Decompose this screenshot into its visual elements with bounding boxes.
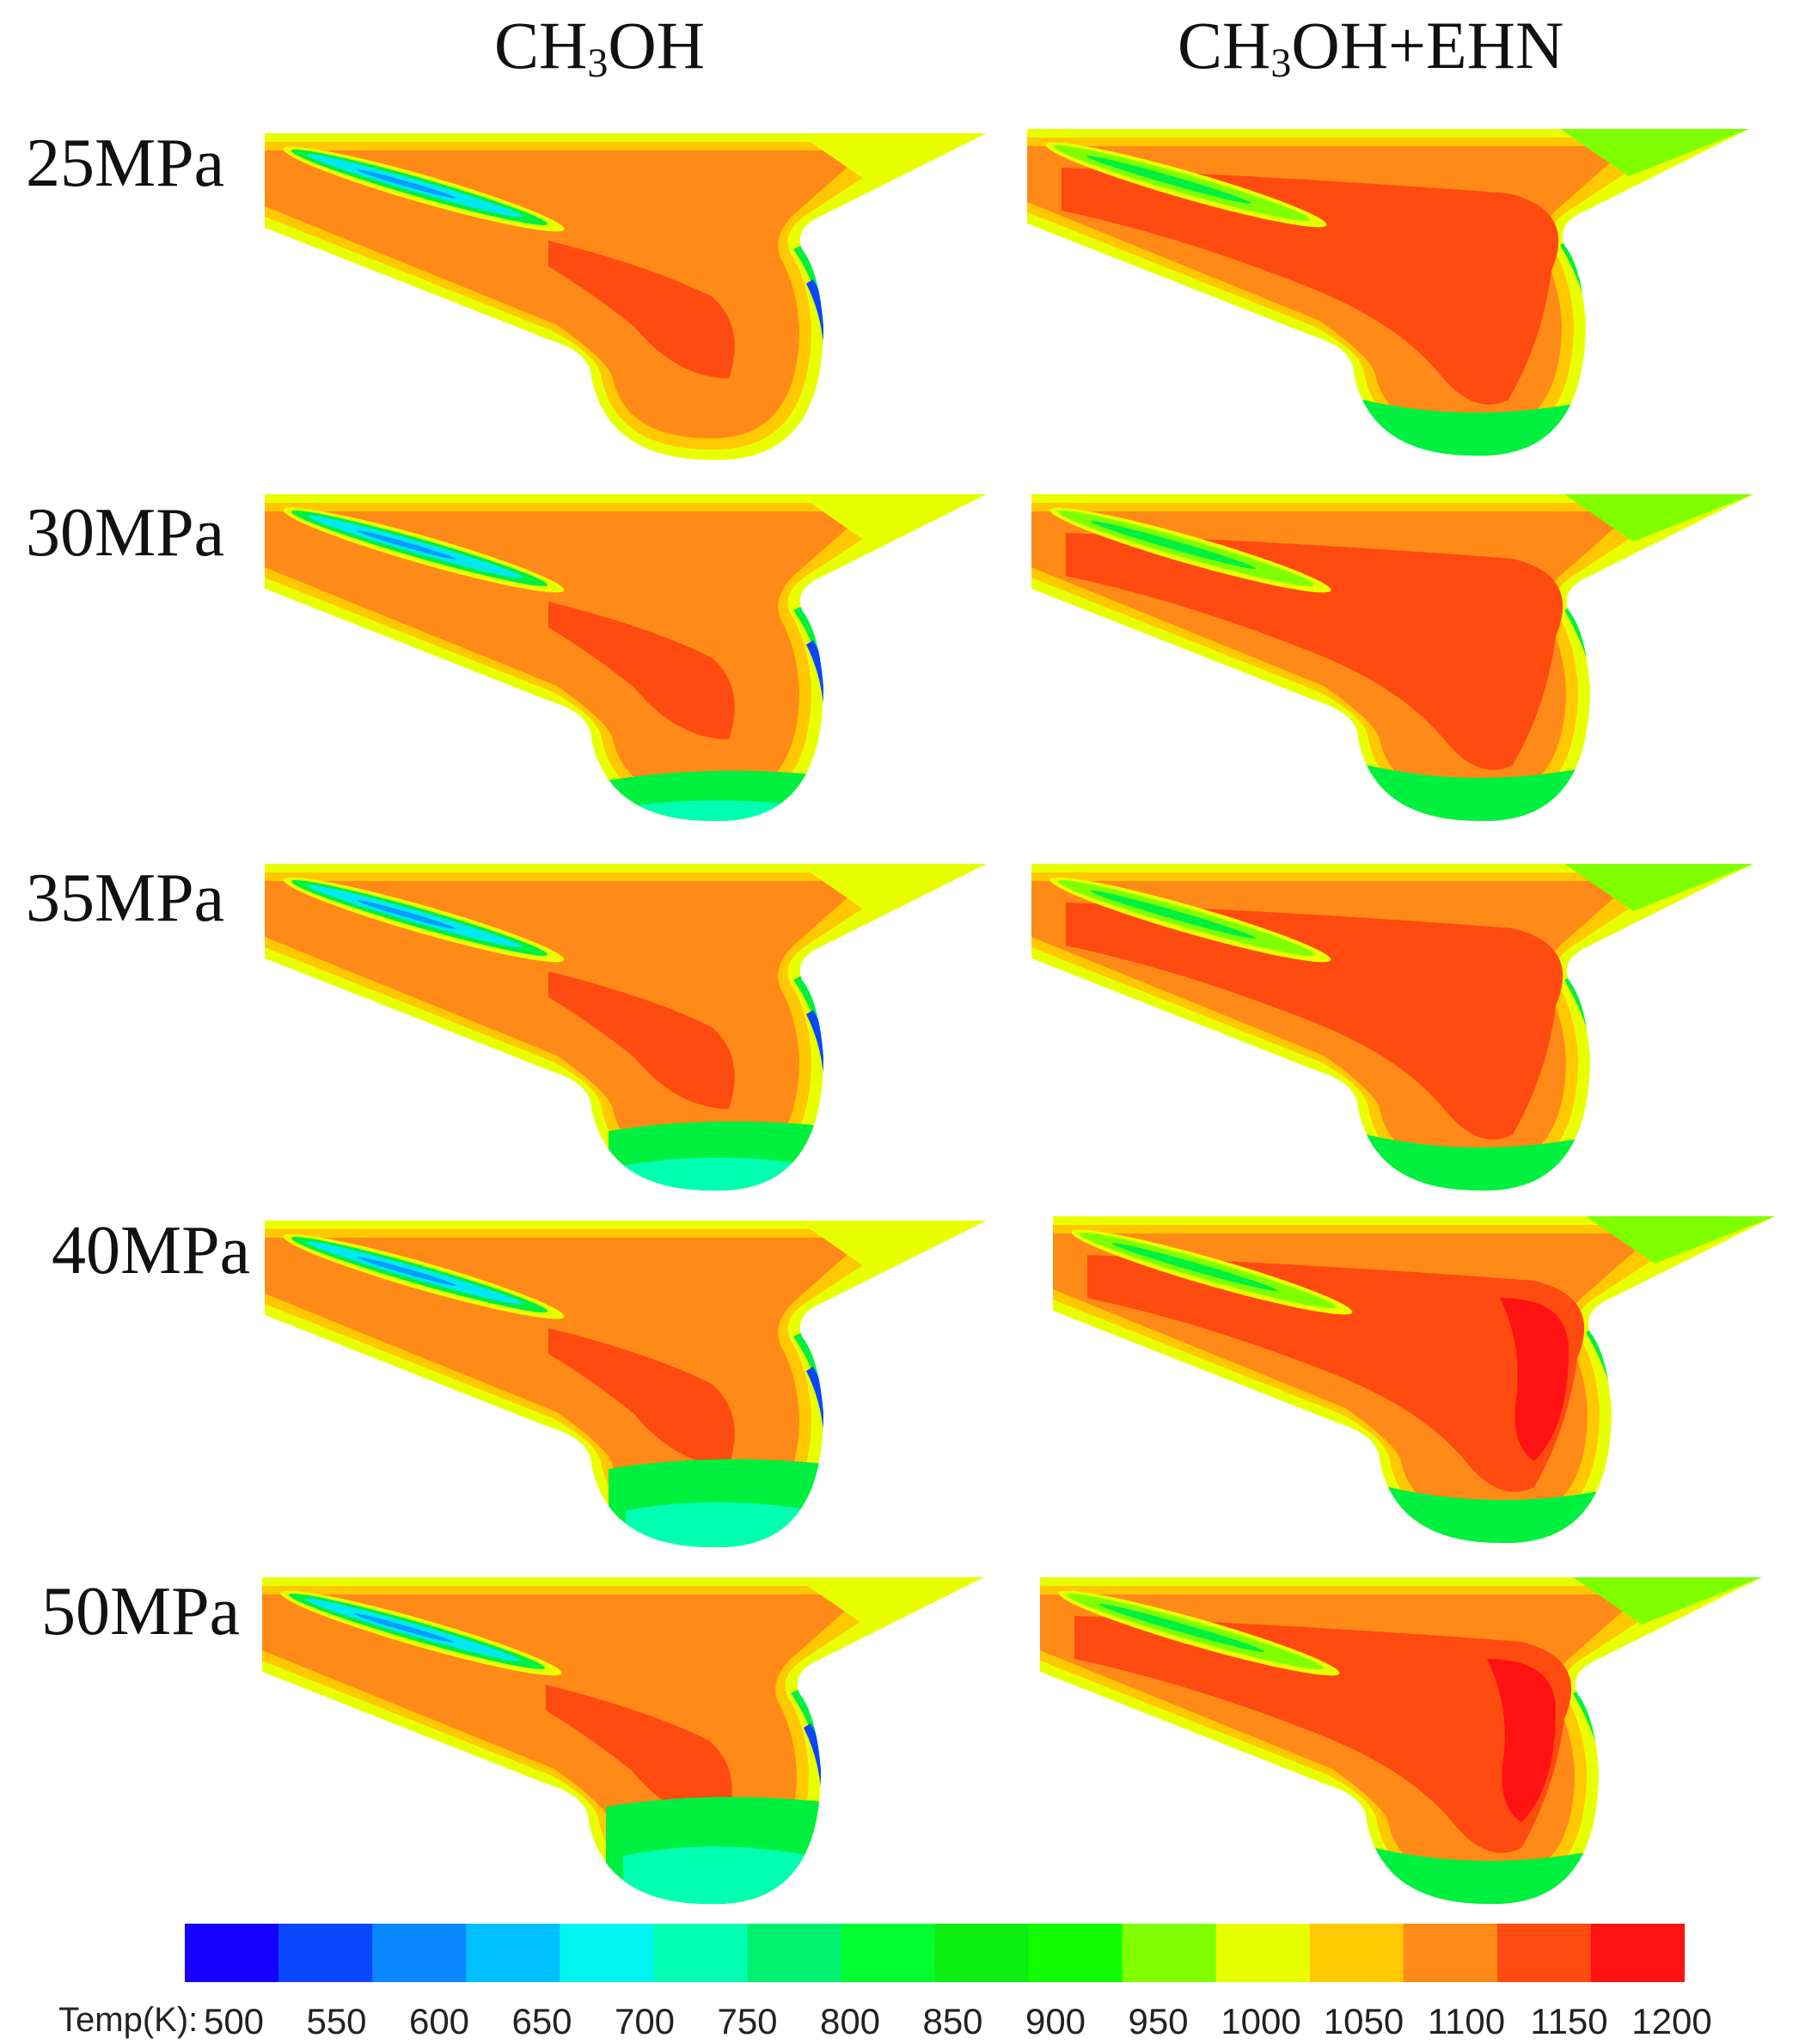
colorbar-swatch <box>1496 1924 1592 1982</box>
colorbar-swatch <box>1403 1924 1498 1982</box>
peak-hot-zone <box>1487 1659 1556 1822</box>
spray-jet-center <box>357 900 456 929</box>
hot-zone <box>548 1328 735 1466</box>
spray-jet-core <box>1086 156 1252 204</box>
contour-ch3oh-35mpa <box>265 851 1021 1195</box>
colorbar-tick-label: 1000 <box>1221 2001 1301 2041</box>
colorbar-tick-label: 550 <box>306 2001 367 2041</box>
bowl-cold-core <box>623 1846 812 1905</box>
column-title-subscript: 3 <box>587 40 609 86</box>
colorbar-swatch <box>1590 1924 1685 1982</box>
contour-ch3oh-ehn-30mpa <box>1031 481 1788 825</box>
hot-zone <box>548 241 735 378</box>
hot-zone <box>1074 1616 1572 1853</box>
field-tip-band <box>795 1577 984 1625</box>
column-title-ch3oh: CH3OH <box>494 7 706 86</box>
row-label-40mpa: 40MPa <box>52 1213 251 1288</box>
column-title-rest: OH <box>608 8 706 83</box>
temperature-colorbar <box>185 1924 1685 1982</box>
colorbar-swatch <box>934 1924 1030 1982</box>
colorbar-tick-row: Temp(K): 500 550 600 650 700 750 800 850 900 950 1… <box>0 1992 1805 2044</box>
field-tip-band <box>798 494 987 542</box>
spray-jet-center <box>357 169 456 199</box>
colorbar-swatch <box>747 1924 842 1982</box>
colorbar-swatch <box>185 1924 279 1982</box>
hot-zone <box>1066 903 1563 1140</box>
contour-ch3oh-50mpa <box>262 1564 1019 1908</box>
colorbar-swatch <box>1028 1924 1123 1982</box>
field-tip-band <box>798 864 987 911</box>
spray-jet-core <box>1090 890 1257 939</box>
bowl-cold-core <box>626 1502 815 1548</box>
contour-ch3oh-ehn-50mpa <box>1040 1564 1796 1908</box>
row-label-35mpa: 35MPa <box>26 860 225 936</box>
hot-zone <box>1066 533 1563 770</box>
colorbar-tick-label: 600 <box>408 2001 470 2041</box>
colorbar-swatch <box>278 1924 373 1982</box>
contour-ch3oh-40mpa <box>265 1208 1021 1551</box>
contour-ch3oh-ehn-35mpa <box>1031 851 1788 1195</box>
field-tip-band <box>1573 1577 1762 1625</box>
spray-jet-core <box>1111 1243 1278 1291</box>
colorbar-swatch <box>372 1924 467 1982</box>
colorbar-tick-label: 800 <box>819 2001 881 2041</box>
field-tip-band <box>798 1221 987 1268</box>
column-title-ch3oh-ehn: CH3OH+EHN <box>1178 7 1564 86</box>
contour-ch3oh-ehn-25mpa <box>1027 116 1784 460</box>
field-tip-band <box>1560 129 1749 176</box>
spray-jet-core <box>1090 521 1257 569</box>
colorbar-tick-label: 950 <box>1128 2001 1189 2041</box>
row-label-50mpa: 50MPa <box>41 1574 241 1649</box>
colorbar-swatch <box>1215 1924 1311 1982</box>
colorbar-swatch <box>560 1924 654 1982</box>
colorbar-label: Temp(K): <box>58 2001 199 2039</box>
colorbar-swatch <box>653 1924 748 1982</box>
bowl-cold-core <box>626 800 815 822</box>
colorbar-tick-label: 1200 <box>1631 2001 1712 2041</box>
colorbar-tick-label: 500 <box>203 2001 265 2041</box>
colorbar-tick-label: 1150 <box>1530 2001 1608 2041</box>
column-title-base: CH <box>494 8 588 83</box>
colorbar-tick-label: 650 <box>511 2001 572 2041</box>
colorbar-tick-label: 850 <box>922 2001 983 2041</box>
hot-zone <box>548 971 735 1109</box>
contour-ch3oh-30mpa <box>265 481 1021 825</box>
field-tip-band <box>1586 1216 1775 1264</box>
column-title-rest: OH+EHN <box>1291 8 1564 83</box>
hot-zone <box>546 1685 732 1822</box>
field-orange-core <box>265 511 866 799</box>
spray-jet-center <box>354 1613 454 1643</box>
colorbar-tick-label: 900 <box>1025 2001 1086 2041</box>
spray-jet-center <box>357 1257 456 1286</box>
hot-zone <box>1062 168 1559 405</box>
contour-ch3oh-ehn-40mpa <box>1053 1203 1805 1547</box>
colorbar-tick-label: 700 <box>614 2001 676 2041</box>
hot-zone <box>1087 1255 1585 1492</box>
column-title-base: CH <box>1178 8 1271 83</box>
row-label-30mpa: 30MPa <box>26 495 225 571</box>
spray-jet-center <box>357 530 456 560</box>
peak-hot-zone <box>1500 1298 1569 1461</box>
colorbar-swatch <box>466 1924 560 1982</box>
bowl-cold-core <box>626 1157 815 1191</box>
row-label-25mpa: 25MPa <box>26 125 225 201</box>
spray-jet-core <box>1098 1604 1265 1652</box>
field-tip-band <box>1564 494 1753 542</box>
colorbar-tick-label: 1050 <box>1323 2001 1404 2041</box>
column-title-subscript: 3 <box>1270 40 1292 86</box>
hot-zone <box>548 602 735 739</box>
field-orange-core <box>265 150 866 438</box>
colorbar-tick-label: 750 <box>717 2001 778 2041</box>
colorbar-swatch <box>1122 1924 1217 1982</box>
field-tip-band <box>798 133 987 181</box>
contour-ch3oh-25mpa <box>265 120 1021 464</box>
colorbar-swatch <box>841 1924 936 1982</box>
field-tip-band <box>1564 864 1753 911</box>
colorbar-swatch <box>1309 1924 1404 1982</box>
colorbar-tick-label: 1100 <box>1427 2001 1506 2041</box>
